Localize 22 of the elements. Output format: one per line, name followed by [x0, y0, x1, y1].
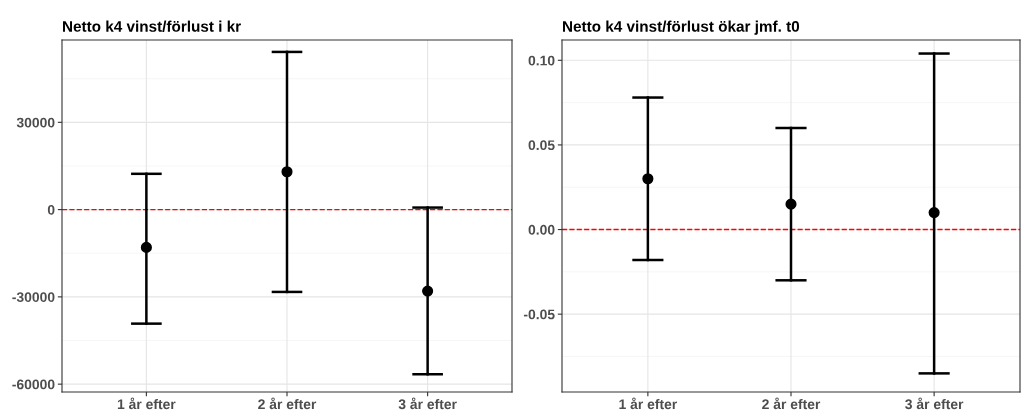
x-tick-label: 2 år efter — [258, 397, 317, 410]
point — [140, 241, 152, 253]
x-tick-label: 2 år efter — [762, 397, 821, 410]
y-tick-label: 30000 — [16, 117, 55, 128]
point — [785, 198, 797, 210]
y-tick-label: -60000 — [12, 379, 55, 390]
y-tick-label: -0.05 — [523, 309, 555, 320]
x-tick-label: 3 år efter — [398, 397, 457, 410]
y-tick-label: -30000 — [12, 292, 55, 303]
x-tick-label: 3 år efter — [905, 397, 964, 410]
y-tick-label: 0 — [47, 204, 55, 215]
y-tick-label: 0.10 — [528, 55, 555, 66]
x-tick-label: 1 år efter — [619, 397, 677, 410]
y-tick-label: 0.05 — [528, 140, 555, 151]
point — [422, 285, 434, 297]
point — [281, 166, 293, 178]
point — [642, 173, 654, 185]
chart-title: Netto k4 vinst/förlust ökar jmf. t0 — [563, 20, 800, 35]
point — [928, 207, 940, 219]
y-tick-label: 0.00 — [528, 224, 555, 235]
chart-title: Netto k4 vinst/förlust i kr — [63, 20, 241, 32]
x-tick-label: 1 år efter — [117, 397, 176, 410]
